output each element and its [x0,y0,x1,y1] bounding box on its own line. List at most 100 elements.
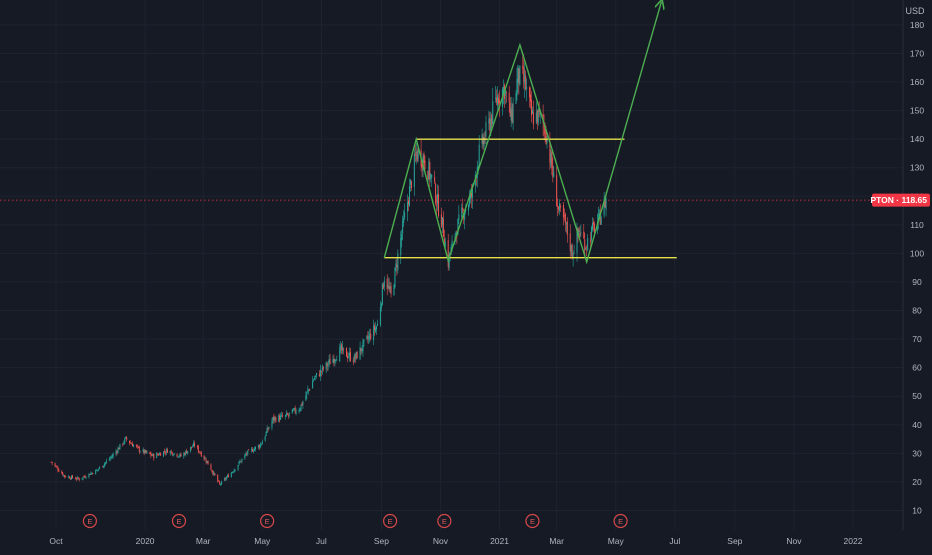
candle-body [198,446,199,451]
candle [427,171,428,180]
candle-body [289,413,290,414]
candle-body [342,347,343,351]
candle-body [70,478,71,479]
candle-body [212,472,213,475]
candle [393,284,394,296]
candle-body [305,396,306,401]
candle-body [606,198,607,210]
candle-body [396,265,397,268]
candle-body [234,470,235,472]
candle-body [410,180,411,185]
candle-body [329,359,330,362]
candle-body [400,238,401,255]
candle-body [210,464,211,470]
currency-label: USD [905,6,925,16]
candle-body [341,344,342,350]
candle-body [260,444,261,447]
price-tick-label: 160 [910,77,924,87]
earnings-marker-label: E [176,517,181,526]
candle-body [58,470,59,471]
candle-body [133,445,134,447]
candle-body [361,348,362,351]
candle-body [515,93,516,103]
candle-body [244,455,245,459]
candle-body [143,450,144,452]
candle-body [516,79,517,95]
candle-body [245,454,246,455]
candle-body [197,446,198,447]
candle-body [334,360,335,361]
candle-body [271,421,272,428]
candle-body [268,429,269,430]
candle-body [246,454,247,455]
candle-body [280,416,281,420]
candle-body [262,441,263,444]
candle-body [113,454,114,456]
candle-body [52,462,53,463]
candle-body [228,475,229,477]
candle-body [299,410,300,411]
candle-body [382,284,383,305]
candle-body [72,476,73,478]
candle-body [96,470,97,471]
candle-body [170,451,171,453]
candle-body [448,240,449,267]
candle-body [401,234,402,240]
candle-body [69,477,70,479]
candle-body [509,92,510,101]
candle-body [147,452,148,453]
candle-body [360,347,361,359]
time-tick-label: Jul [669,536,680,546]
candle-body [462,208,463,211]
candle-body [131,444,132,445]
candle-body [319,374,320,377]
candle [163,451,164,457]
candle-body [522,66,523,69]
candle-body [163,452,164,457]
candle-body [129,441,130,443]
candle-body [286,413,287,415]
candle-body [417,151,418,161]
earnings-marker-label: E [530,517,535,526]
candle-body [327,364,328,367]
candle-body [367,337,368,339]
candle-body [496,98,497,103]
candle-body [55,463,56,465]
candle-body [158,455,159,456]
candle-body [153,454,154,458]
candle-body [199,451,200,452]
candle-body [281,415,282,416]
price-tick-label: 110 [910,220,924,230]
candle-body [233,472,234,473]
candle-body [91,473,92,474]
candle-body [565,214,566,223]
candle-body [288,415,289,416]
candle-body [278,415,279,421]
price-tick-label: 90 [912,277,922,287]
candle-body [219,482,220,485]
candle-body [538,109,539,122]
candle-body [322,366,323,370]
candle-body [156,453,157,458]
price-tick-label: 170 [910,48,924,58]
candle [394,267,395,289]
candle-body [330,359,331,364]
candle-body [524,74,525,84]
candle-body [116,451,117,454]
candle-body [88,474,89,477]
candle-body [171,452,172,453]
candle-body [375,328,376,332]
candle-body [347,356,348,358]
candle-body [191,447,192,448]
candle-body [578,230,579,232]
candle-body [139,447,140,451]
candle-body [272,417,273,420]
candle-body [409,186,410,206]
candle-body [160,453,161,455]
candle-body [551,151,552,168]
candle-body [152,454,153,456]
candle-body [537,110,538,123]
time-tick-label: Sep [374,536,389,546]
